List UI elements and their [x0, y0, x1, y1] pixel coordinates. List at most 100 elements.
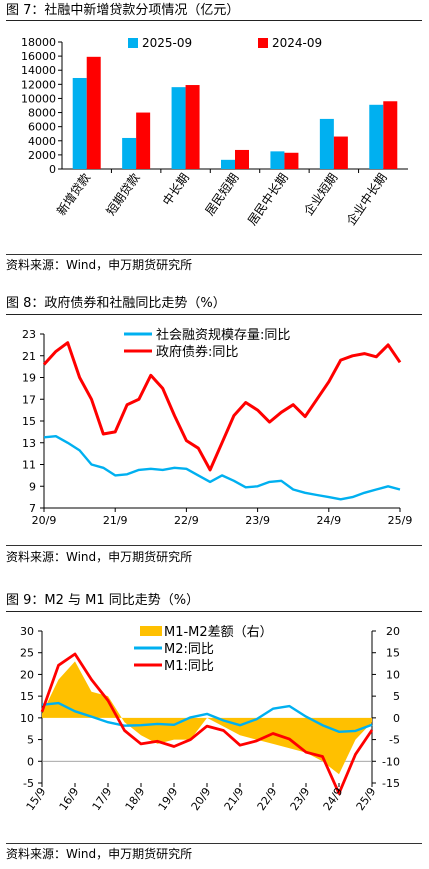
bar-2024-09 [136, 112, 151, 169]
y-tick-label: 18000 [21, 36, 56, 49]
x-category-label: 新增贷款 [53, 170, 93, 218]
source-divider [6, 843, 422, 844]
legend-swatch [258, 38, 268, 48]
caption-divider [6, 314, 422, 315]
legend-label: M1:同比 [164, 659, 214, 674]
x-tick-label: 24/9 [316, 514, 341, 527]
y-tick-label: 10000 [21, 92, 56, 105]
y-tick-label: 2000 [28, 149, 56, 162]
bar-2024-09 [284, 152, 299, 169]
right-y-tick-label: -10 [382, 755, 400, 768]
source-divider [6, 545, 422, 546]
bar-2025-09 [319, 118, 334, 169]
x-tick-label: 23/9 [245, 514, 270, 527]
x-tick-label: 20/9 [189, 785, 214, 813]
y-tick-label: 12000 [21, 78, 56, 91]
x-tick-label: 16/9 [57, 785, 82, 813]
figure-7-source: 资料来源：Wind，申万期货研究所 [6, 258, 193, 272]
legend-label: M1-M2差额（右） [164, 625, 273, 640]
x-tick-label: 17/9 [90, 785, 115, 813]
y-tick-label: 9 [29, 480, 36, 493]
bar-2025-09 [122, 137, 137, 169]
series-line-1 [41, 701, 373, 733]
left-y-tick-label: 30 [20, 625, 34, 638]
legend-label: M2:同比 [164, 642, 214, 657]
x-category-label: 居民中长期 [244, 170, 291, 228]
caption-divider [6, 611, 422, 612]
figure-8-source: 资料来源：Wind，申万期货研究所 [6, 550, 193, 564]
x-tick-label: 23/9 [288, 785, 313, 813]
y-tick-label: 14000 [21, 64, 56, 77]
bar-2025-09 [270, 151, 285, 169]
x-tick-label: 22/9 [174, 514, 199, 527]
source-divider [6, 254, 422, 255]
legend-label: 社会融资规模存量:同比 [156, 327, 290, 343]
bar-2024-09 [333, 136, 348, 169]
left-y-tick-label: 15 [20, 690, 34, 703]
right-y-tick-label: 10 [386, 668, 400, 681]
x-tick-label: 19/9 [156, 785, 181, 813]
y-tick-label: 19 [22, 372, 36, 385]
bar-2025-09 [72, 77, 87, 169]
y-tick-label: 17 [22, 393, 36, 406]
y-tick-label: 6000 [28, 121, 56, 134]
figure-8-caption: 图 8：政府债券和社融同比走势（%） [6, 296, 226, 311]
y-tick-label: 13 [22, 437, 36, 450]
caption-divider [6, 20, 422, 21]
right-y-tick-label: -15 [382, 777, 400, 790]
bar-2024-09 [86, 56, 101, 169]
series-line-2 [40, 652, 374, 795]
y-tick-label: 15 [22, 415, 36, 428]
right-y-tick-label: 5 [393, 690, 400, 703]
right-y-tick-label: 15 [386, 647, 400, 660]
y-tick-label: 23 [22, 328, 36, 341]
bar-2024-09 [383, 101, 398, 169]
left-y-tick-label: 25 [20, 647, 34, 660]
x-tick-label: 21/9 [103, 514, 128, 527]
right-y-tick-label: 20 [386, 625, 400, 638]
left-y-tick-label: -5 [23, 777, 34, 790]
bar-2025-09 [369, 104, 384, 169]
area-m1-m2-gap [42, 661, 372, 775]
x-tick-label: 22/9 [255, 785, 280, 813]
series-line-0 [43, 435, 401, 501]
bar-2025-09 [221, 159, 235, 169]
y-tick-label: 16000 [21, 50, 56, 63]
bar-2024-09 [235, 149, 249, 169]
x-tick-label: 25/9 [354, 785, 379, 813]
legend-label: 2025-09 [142, 36, 192, 50]
y-tick-label: 11 [22, 459, 36, 472]
y-tick-label: 7 [29, 502, 36, 515]
y-tick-label: 0 [49, 163, 56, 176]
y-tick-label: 8000 [28, 107, 56, 120]
figure-9-caption: 图 9：M2 与 M1 同比走势（%） [6, 593, 200, 608]
right-y-tick-label: 0 [393, 712, 400, 725]
left-y-tick-label: 5 [27, 734, 34, 747]
legend-label: 政府债券:同比 [156, 344, 238, 360]
x-tick-label: 18/9 [123, 785, 148, 813]
left-y-tick-label: 10 [20, 712, 34, 725]
right-y-tick-label: -5 [389, 734, 400, 747]
x-tick-label: 20/9 [32, 514, 57, 527]
left-y-tick-label: 20 [20, 668, 34, 681]
legend-swatch [128, 38, 138, 48]
y-tick-label: 4000 [28, 135, 56, 148]
left-y-tick-label: 0 [27, 755, 34, 768]
legend-label: 2024-09 [272, 36, 322, 50]
x-category-label: 短期贷款 [104, 171, 143, 218]
x-category-label: 企业中长期 [343, 170, 390, 228]
x-tick-label: 25/9 [388, 514, 413, 527]
bar-2024-09 [185, 85, 200, 169]
figure-7-caption: 图 7：社融中新增贷款分项情况（亿元） [6, 3, 240, 18]
x-tick-label: 21/9 [222, 785, 247, 813]
series-line-1 [42, 341, 402, 472]
x-category-label: 中长期 [159, 170, 192, 208]
gov-bonds-tsf-line-chart: 7 9 11 13 15 17 19 21 23 20/9 21/9 22/9 23/9 24/9 25/9… [22, 327, 413, 527]
bar-2025-09 [171, 87, 186, 169]
x-category-label: 企业短期 [300, 170, 340, 218]
figure-9-source: 资料来源：Wind，申万期货研究所 [6, 847, 193, 861]
y-tick-label: 21 [22, 350, 36, 363]
